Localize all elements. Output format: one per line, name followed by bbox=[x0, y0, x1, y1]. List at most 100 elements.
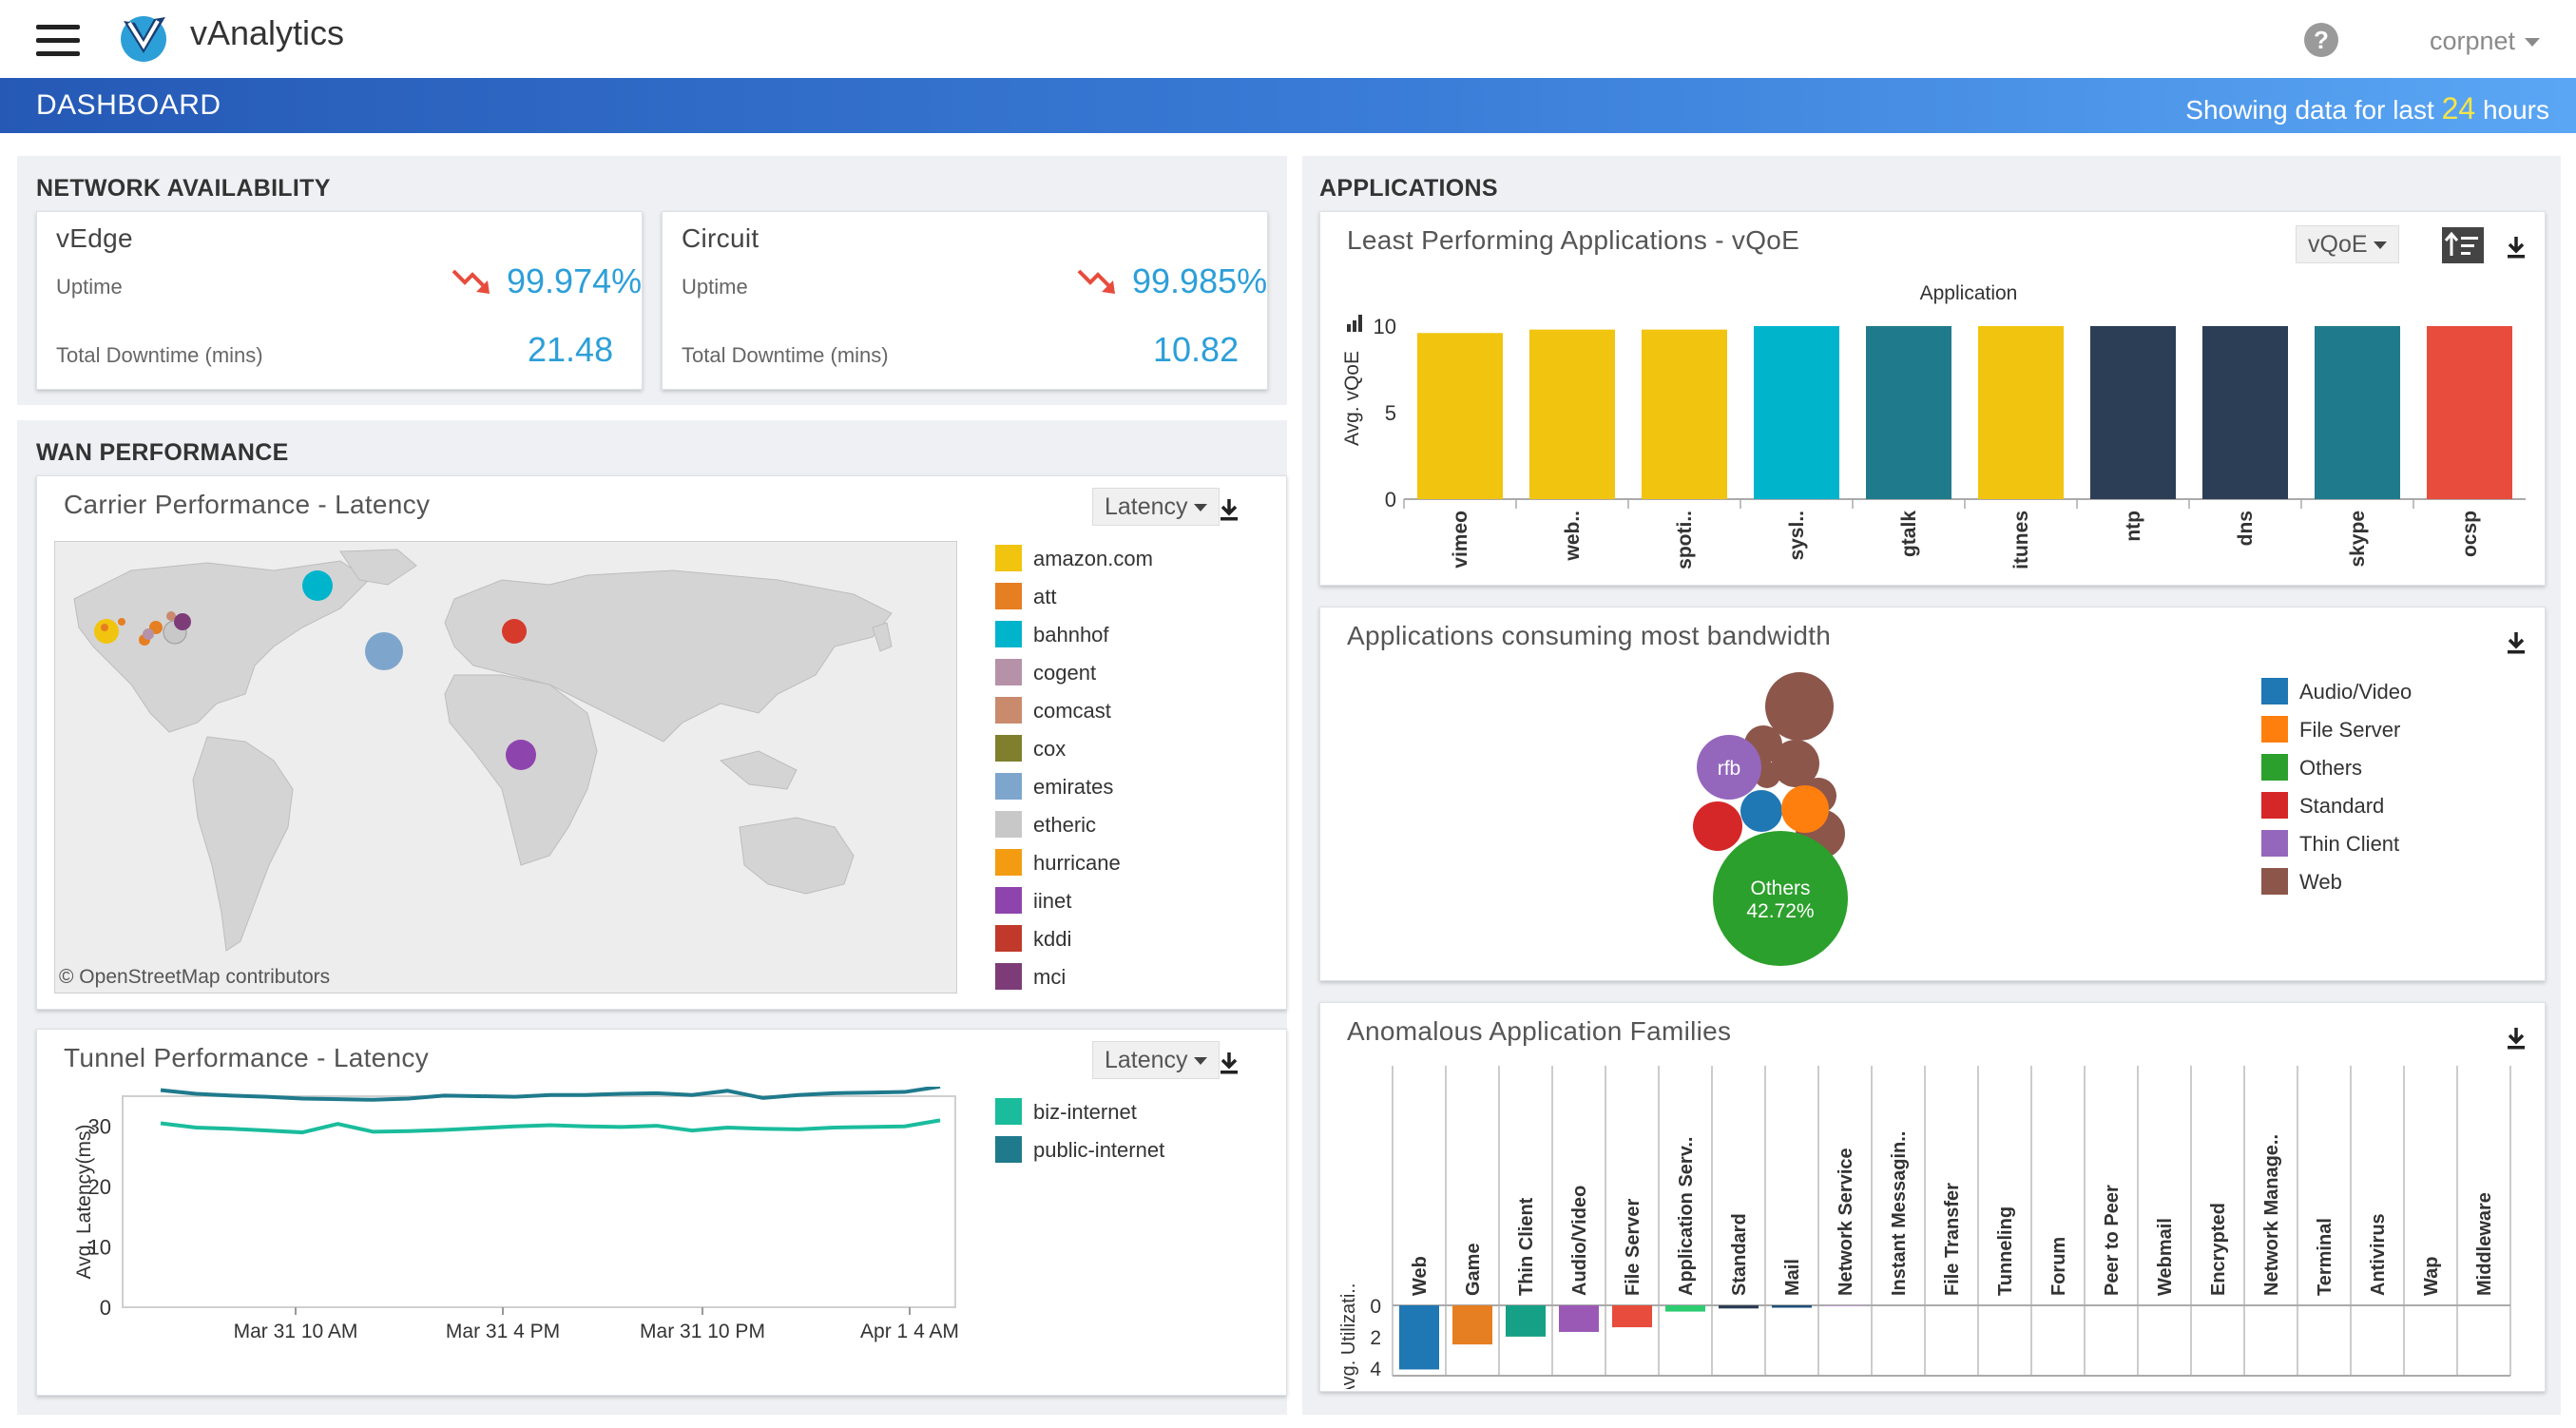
section-title: APPLICATIONS bbox=[1319, 175, 1498, 202]
series-line-biz-internet[interactable] bbox=[160, 1118, 941, 1135]
x-tick-label: Mar 31 10 AM bbox=[234, 1321, 358, 1342]
map-marker-kddi[interactable] bbox=[502, 619, 527, 644]
sort-icon[interactable] bbox=[2442, 227, 2484, 263]
bubble-file-server[interactable] bbox=[1781, 785, 1829, 833]
x-tick-label: Game bbox=[1463, 1243, 1484, 1296]
y-axis-label: Avg. vQoE bbox=[1341, 351, 1363, 446]
legend-swatch bbox=[995, 545, 1022, 571]
user-name: corpnet bbox=[2430, 27, 2516, 55]
bar-itunes[interactable] bbox=[1978, 326, 2064, 499]
series-line-public-internet[interactable] bbox=[160, 1087, 941, 1102]
legend-swatch bbox=[995, 583, 1022, 609]
map-marker-att[interactable] bbox=[118, 618, 125, 626]
bubble-audio-video[interactable] bbox=[1740, 790, 1782, 832]
hamburger-menu-icon[interactable] bbox=[36, 25, 80, 57]
map-marker-iinet[interactable] bbox=[506, 740, 536, 770]
legend-swatch bbox=[2261, 868, 2288, 895]
bar-ocsp[interactable] bbox=[2427, 326, 2512, 499]
bubble-thin-client[interactable] bbox=[1697, 735, 1761, 800]
bar-vimeo[interactable] bbox=[1417, 333, 1503, 499]
x-tick-label: Encrypted bbox=[2208, 1203, 2229, 1296]
download-icon[interactable] bbox=[1218, 1051, 1240, 1075]
carrier-performance-card: Carrier Performance - Latency Latency bbox=[36, 475, 1287, 1010]
x-tick-label: Network Manage.. bbox=[2261, 1134, 2282, 1296]
bar-File Server[interactable] bbox=[1612, 1305, 1652, 1328]
bar-gtalk[interactable] bbox=[1866, 326, 1951, 499]
bar-Application Serv..[interactable] bbox=[1665, 1305, 1705, 1312]
map-marker-cogent[interactable] bbox=[143, 628, 154, 640]
metric-dropdown[interactable]: Latency bbox=[1092, 1041, 1220, 1079]
y-tick-label: 5 bbox=[1385, 401, 1396, 425]
x-tick-label: Peer to Peer bbox=[2102, 1185, 2123, 1296]
section-title: WAN PERFORMANCE bbox=[36, 439, 289, 466]
map-marker-mci[interactable] bbox=[174, 613, 191, 630]
x-tick-label: File Server bbox=[1623, 1198, 1644, 1296]
bubble-web[interactable] bbox=[1765, 672, 1834, 741]
legend-label: public-internet bbox=[1033, 1138, 1165, 1162]
bar-spoti..[interactable] bbox=[1642, 329, 1727, 499]
x-tick-label: sysl.. bbox=[1786, 511, 1808, 561]
bar-sysl..[interactable] bbox=[1754, 326, 1839, 499]
bar-Audio/Video[interactable] bbox=[1559, 1305, 1599, 1332]
x-tick-label: Standard bbox=[1729, 1213, 1750, 1296]
map-marker-comcast[interactable] bbox=[166, 611, 176, 621]
legend-swatch bbox=[995, 925, 1022, 952]
download-icon[interactable] bbox=[2505, 1026, 2528, 1051]
legend-swatch bbox=[995, 659, 1022, 685]
least-performing-apps-card: Least Performing Applications - vQoE vQo… bbox=[1319, 211, 2546, 586]
map-marker-att[interactable] bbox=[101, 624, 108, 631]
bar-Standard[interactable] bbox=[1719, 1305, 1759, 1309]
download-icon[interactable] bbox=[1218, 497, 1240, 522]
bar-Network Service[interactable] bbox=[1825, 1305, 1865, 1306]
x-tick-label: Antivirus bbox=[2368, 1213, 2389, 1296]
downtime-label: Total Downtime (mins) bbox=[56, 343, 263, 367]
bubble-web[interactable] bbox=[1772, 740, 1819, 787]
vedge-availability-card: vEdge Uptime 99.974% Total Downtime (min… bbox=[36, 211, 643, 390]
chevron-down-icon bbox=[2373, 241, 2387, 250]
x-tick-label: Forum bbox=[2048, 1237, 2069, 1296]
legend-swatch bbox=[995, 621, 1022, 647]
least-performing-chart: Application 0 5 10 Avg. vQoE vimeo web.. spoti.… bbox=[1341, 282, 2526, 569]
legend-swatch bbox=[995, 773, 1022, 800]
legend-label: Audio/Video bbox=[2299, 680, 2413, 704]
bar-Mail[interactable] bbox=[1772, 1305, 1812, 1308]
map-marker-amazon[interactable] bbox=[94, 619, 119, 644]
y-tick-label: 2 bbox=[1370, 1327, 1381, 1349]
user-menu[interactable]: corpnet bbox=[2430, 27, 2541, 56]
bar-dns[interactable] bbox=[2202, 326, 2288, 499]
card-title: Least Performing Applications - vQoE bbox=[1347, 225, 1800, 255]
legend-label: mci bbox=[1033, 965, 1067, 989]
download-icon[interactable] bbox=[2505, 630, 2528, 655]
x-tick-label: ntp bbox=[2123, 511, 2144, 542]
legend-label: hurricane bbox=[1033, 851, 1121, 875]
x-tick-label: Middleware bbox=[2474, 1192, 2495, 1296]
metric-dropdown[interactable]: Latency bbox=[1092, 488, 1220, 526]
world-map[interactable]: © OpenStreetMap contributors bbox=[54, 541, 957, 994]
bubble-standard[interactable] bbox=[1693, 801, 1742, 851]
legend-swatch bbox=[2261, 716, 2288, 743]
map-marker-emirates[interactable] bbox=[365, 632, 403, 670]
legend-label: cogent bbox=[1033, 661, 1097, 685]
legend-swatch bbox=[995, 963, 1022, 990]
bar-ntp[interactable] bbox=[2090, 326, 2176, 499]
tunnel-performance-card: Tunnel Performance - Latency Latency 0 10… bbox=[36, 1029, 1287, 1396]
help-icon[interactable]: ? bbox=[2304, 23, 2338, 57]
y-tick-label: 20 bbox=[88, 1175, 111, 1199]
bubble-others[interactable] bbox=[1713, 831, 1848, 966]
bar-skype[interactable] bbox=[2315, 326, 2400, 499]
x-tick-label: Terminal bbox=[2315, 1218, 2336, 1296]
bar-web..[interactable] bbox=[1529, 329, 1615, 499]
x-tick-label: File Transfer bbox=[1942, 1183, 1963, 1296]
y-tick-label: 10 bbox=[1374, 315, 1396, 338]
x-tick-label: Application Serv.. bbox=[1676, 1137, 1697, 1296]
applications-section: APPLICATIONS Least Performing Applicatio… bbox=[1302, 156, 2561, 1415]
x-tick-label: spoti.. bbox=[1674, 511, 1696, 569]
bar-Thin Client[interactable] bbox=[1506, 1305, 1546, 1337]
bar-Web[interactable] bbox=[1399, 1305, 1439, 1370]
download-icon[interactable] bbox=[2505, 235, 2528, 260]
legend-swatch bbox=[995, 811, 1022, 838]
x-tick-label: Mar 31 10 PM bbox=[640, 1321, 765, 1342]
metric-dropdown[interactable]: vQoE bbox=[2296, 225, 2399, 263]
map-marker-bahnhof[interactable] bbox=[302, 570, 333, 601]
bar-Game[interactable] bbox=[1452, 1305, 1492, 1345]
